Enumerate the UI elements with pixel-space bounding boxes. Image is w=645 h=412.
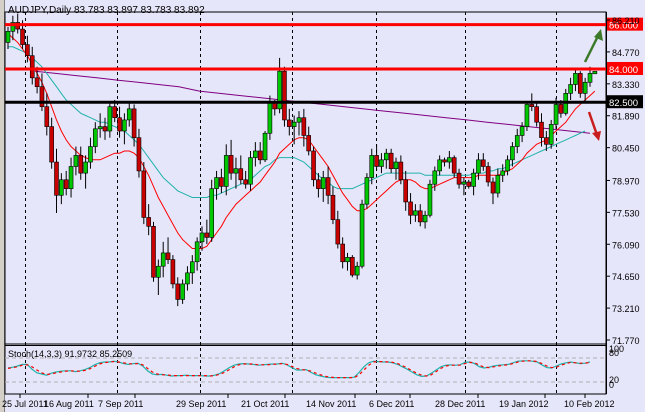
main-pane[interactable] [4, 11, 607, 345]
price-label: 76.090 [612, 240, 640, 250]
time-label: 7 Sep 2011 [98, 399, 143, 409]
price-label: 80.450 [612, 144, 640, 154]
price-label: 73.210 [612, 304, 640, 314]
stoch-label: Stoch(14,3,3) 91.9732 85.2509 [8, 349, 132, 359]
time-label: 28 Dec 2011 [435, 399, 485, 409]
time-label: 6 Dec 2011 [369, 399, 414, 409]
stochastic-lines [7, 360, 591, 379]
time-label: 25 Jul 2011 [2, 399, 48, 409]
time-label: 10 Feb 2012 [564, 399, 615, 409]
level-label: 82.500 [609, 98, 638, 109]
price-label: 86.210 [612, 16, 640, 26]
stoch-level-label: 0 [609, 380, 614, 390]
stoch-level-label: 80 [609, 348, 619, 358]
price-label: 84.770 [612, 48, 640, 58]
stoch-level-label: 100 [609, 344, 624, 354]
level-label: 84.000 [609, 65, 638, 76]
price-label: 74.650 [612, 272, 640, 282]
time-label: 14 Nov 2011 [306, 399, 356, 409]
price-label: 78.970 [612, 176, 640, 186]
time-label: 21 Oct 2011 [241, 399, 289, 409]
time-label: 29 Sep 2011 [176, 399, 226, 409]
price-label: 77.530 [612, 208, 640, 218]
arrow-up-icon [583, 29, 603, 63]
horizontal-levels[interactable]: 86.000 84.000 82.500 [5, 17, 643, 110]
stoch-level-label: 20 [609, 375, 619, 385]
level-label: 86.000 [609, 21, 638, 32]
price-label: 81.890 [612, 112, 640, 122]
price-axis[interactable]: 86.210 84.770 83.330 81.890 80.450 78.970 77.5… [606, 12, 640, 394]
price-label: 71.770 [612, 336, 640, 346]
candlesticks [5, 13, 598, 307]
price-label: 83.330 [612, 80, 640, 90]
chart-title: AUDJPY,Daily 83.783 83.897 83.783 83.892 [8, 5, 205, 16]
time-label: 19 Jan 2012 [499, 399, 549, 409]
time-label: 16 Aug 2011 [44, 399, 94, 409]
trend-arrows [583, 29, 603, 141]
stoch-pane[interactable] [4, 343, 607, 395]
vertical-grid [25, 12, 557, 394]
arrow-down-icon [587, 111, 601, 141]
